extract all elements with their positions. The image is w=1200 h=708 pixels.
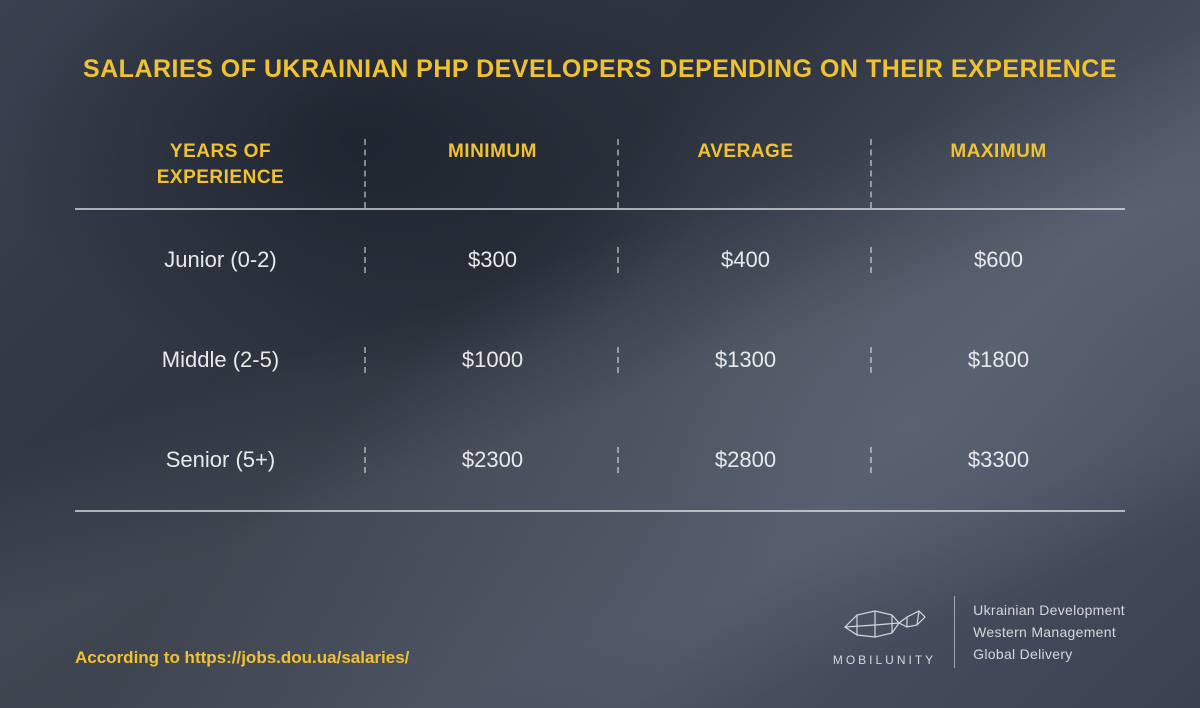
table-row: Middle (2-5) $1000 $1300 $1800 <box>75 310 1125 410</box>
table-cell: Junior (0-2) <box>75 247 366 273</box>
table-row: Senior (5+) $2300 $2800 $3300 <box>75 410 1125 510</box>
table-body: Junior (0-2) $300 $400 $600 Middle (2-5) <box>75 210 1125 512</box>
table-header-row: YEARS OFEXPERIENCE MINIMUM AVERAGE MAXIM… <box>75 139 1125 210</box>
table-header-cell: YEARS OFEXPERIENCE <box>75 139 366 190</box>
brand-taglines: Ukrainian Development Western Management… <box>973 602 1125 662</box>
content-container: SALARIES OF UKRAINIAN PHP DEVELOPERS DEP… <box>0 0 1200 708</box>
column-header-experience: YEARS OFEXPERIENCE <box>75 139 366 190</box>
table-cell: $1300 <box>619 347 872 373</box>
brand-block: MOBILUNITY Ukrainian Development Western… <box>833 596 1125 668</box>
table-header-cell: MAXIMUM <box>872 139 1125 190</box>
column-header-average: AVERAGE <box>619 139 872 165</box>
table-header-cell: AVERAGE <box>619 139 872 190</box>
brand-divider <box>954 596 955 668</box>
page-title: SALARIES OF UKRAINIAN PHP DEVELOPERS DEP… <box>75 55 1125 84</box>
table-row: Junior (0-2) $300 $400 $600 <box>75 210 1125 310</box>
table-cell: $1000 <box>366 347 619 373</box>
row-label: Senior (5+) <box>166 447 275 472</box>
salary-table: YEARS OFEXPERIENCE MINIMUM AVERAGE MAXIM… <box>75 139 1125 556</box>
table-cell: $400 <box>619 247 872 273</box>
cell-value: $400 <box>721 247 770 272</box>
table-cell: $2800 <box>619 447 872 473</box>
table-cell: $600 <box>872 247 1125 273</box>
tagline: Ukrainian Development <box>973 602 1125 618</box>
column-header-minimum: MINIMUM <box>366 139 619 165</box>
tagline: Western Management <box>973 624 1125 640</box>
footer: According to https://jobs.dou.ua/salarie… <box>75 596 1125 668</box>
whale-icon <box>837 597 932 645</box>
tagline: Global Delivery <box>973 646 1125 662</box>
cell-value: $2300 <box>462 447 523 472</box>
table-cell: $1800 <box>872 347 1125 373</box>
cell-value: $1300 <box>715 347 776 372</box>
table-cell: Senior (5+) <box>75 447 366 473</box>
cell-value: $1800 <box>968 347 1029 372</box>
table-cell: Middle (2-5) <box>75 347 366 373</box>
source-attribution: According to https://jobs.dou.ua/salarie… <box>75 648 409 668</box>
cell-value: $1000 <box>462 347 523 372</box>
column-header-maximum: MAXIMUM <box>872 139 1125 165</box>
cell-value: $2800 <box>715 447 776 472</box>
row-label: Junior (0-2) <box>164 247 276 272</box>
table-header-cell: MINIMUM <box>366 139 619 190</box>
brand-name: MOBILUNITY <box>833 653 936 667</box>
table-cell: $3300 <box>872 447 1125 473</box>
cell-value: $300 <box>468 247 517 272</box>
brand-logo: MOBILUNITY <box>833 597 936 667</box>
cell-value: $600 <box>974 247 1023 272</box>
table-cell: $2300 <box>366 447 619 473</box>
cell-value: $3300 <box>968 447 1029 472</box>
row-label: Middle (2-5) <box>162 347 279 372</box>
table-cell: $300 <box>366 247 619 273</box>
